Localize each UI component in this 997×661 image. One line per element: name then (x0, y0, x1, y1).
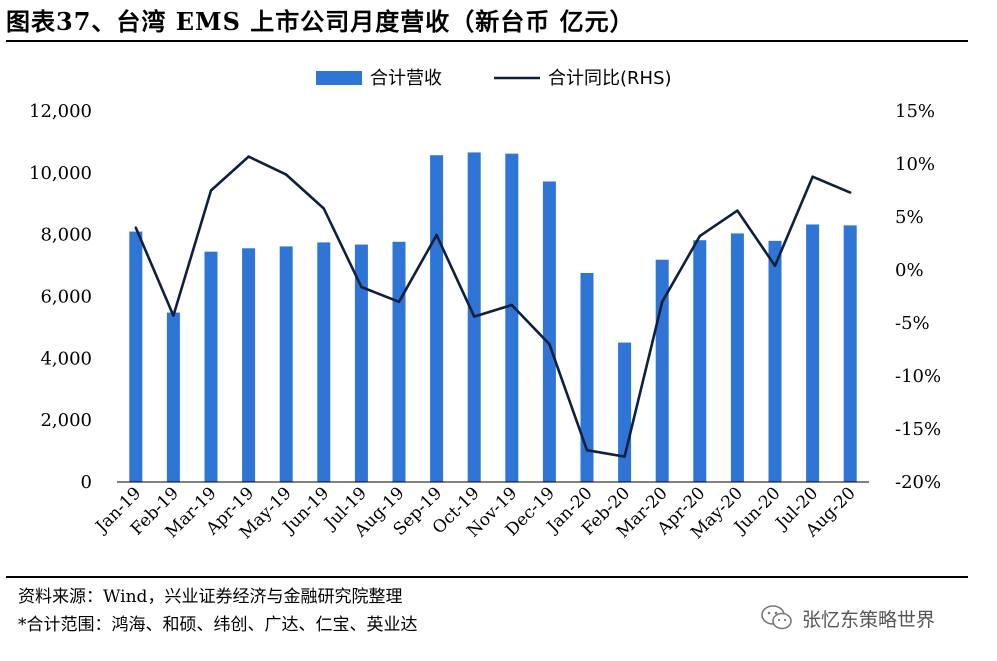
y-left-tick-label: 8,000 (40, 225, 92, 246)
bar (806, 224, 820, 482)
legend-bar-swatch (316, 71, 362, 85)
yoy-point (585, 449, 589, 452)
bar (505, 153, 519, 483)
yoy-point (322, 207, 325, 210)
watermark: 张忆东策略世界 (760, 598, 935, 638)
yoy-point (285, 173, 288, 176)
yoy-point (811, 175, 814, 178)
yoy-point (698, 234, 701, 238)
y-left-tick-label: 10,000 (29, 163, 92, 184)
bar (580, 273, 594, 482)
yoy-point (247, 155, 250, 158)
yoy-point (661, 300, 664, 303)
bar (129, 231, 143, 482)
y-left-tick-label: 0 (81, 472, 92, 493)
bar (354, 244, 368, 482)
bar (542, 181, 556, 483)
bar (843, 225, 857, 482)
yoy-point (510, 303, 513, 307)
yoy-point (209, 189, 213, 192)
watermark-text: 张忆东策略世界 (802, 608, 936, 631)
bar (693, 240, 707, 482)
yoy-point (360, 285, 363, 289)
yoy-point (736, 209, 739, 212)
y-right-tick-label: 10% (895, 154, 935, 175)
legend: 合计营收 合计同比(RHS) (316, 68, 672, 89)
title-rule (6, 40, 968, 42)
bar (242, 248, 256, 482)
y-right-tick-label: 0% (895, 260, 924, 281)
figure-title: 图表37、台湾 EMS 上市公司月度营收（新台币 亿元） (6, 7, 635, 36)
bar (166, 312, 180, 482)
y-left-tick-label: 6,000 (40, 287, 92, 308)
bar (279, 246, 293, 482)
yoy-line (134, 155, 851, 458)
bar (730, 233, 744, 482)
y-right-tick-label: -10% (895, 366, 941, 387)
yoy-point (435, 233, 438, 237)
yoy-point (134, 226, 137, 229)
legend-line-label: 合计同比(RHS) (548, 68, 672, 89)
y-right-tick-label: 5% (895, 207, 924, 228)
y-left-tick-label: 2,000 (40, 410, 92, 431)
bar (317, 242, 331, 482)
y-right-tick-label: -5% (895, 313, 930, 334)
yoy-point (397, 300, 401, 303)
yoy-point (172, 314, 175, 317)
bar (768, 240, 782, 482)
legend-bar-label: 合计营收 (370, 68, 442, 89)
scope-note: *合计范围：鸿海、和硕、纬创、广达、仁宝、英业达 (18, 615, 418, 635)
source-note: 资料来源：Wind，兴业证券经济与金融研究院整理 (18, 587, 403, 607)
bar (392, 241, 406, 482)
yoy-point (473, 315, 476, 318)
y-right-tick-label: 15% (895, 101, 935, 122)
yoy-point (773, 264, 777, 267)
y-right-tick-label: -20% (895, 472, 941, 493)
bar (204, 251, 218, 482)
source-rule (6, 576, 968, 578)
y-right-tick-label: -15% (895, 419, 941, 440)
yoy-point (548, 343, 551, 346)
yoy-point (849, 191, 852, 194)
y-left-tick-label: 4,000 (40, 348, 92, 369)
plot-area: 0 2,000 4,000 6,000 8,000 10,000 12,000 -20% -15… (29, 101, 941, 543)
bar (618, 342, 632, 482)
y-left-tick-label: 12,000 (29, 101, 92, 122)
wechat-icon (761, 605, 792, 630)
chart: 合计营收 合计同比(RHS) 0 2,000 4,000 6,000 8,000 10,0… (29, 68, 941, 543)
bar (430, 155, 444, 483)
yoy-point (623, 455, 626, 458)
